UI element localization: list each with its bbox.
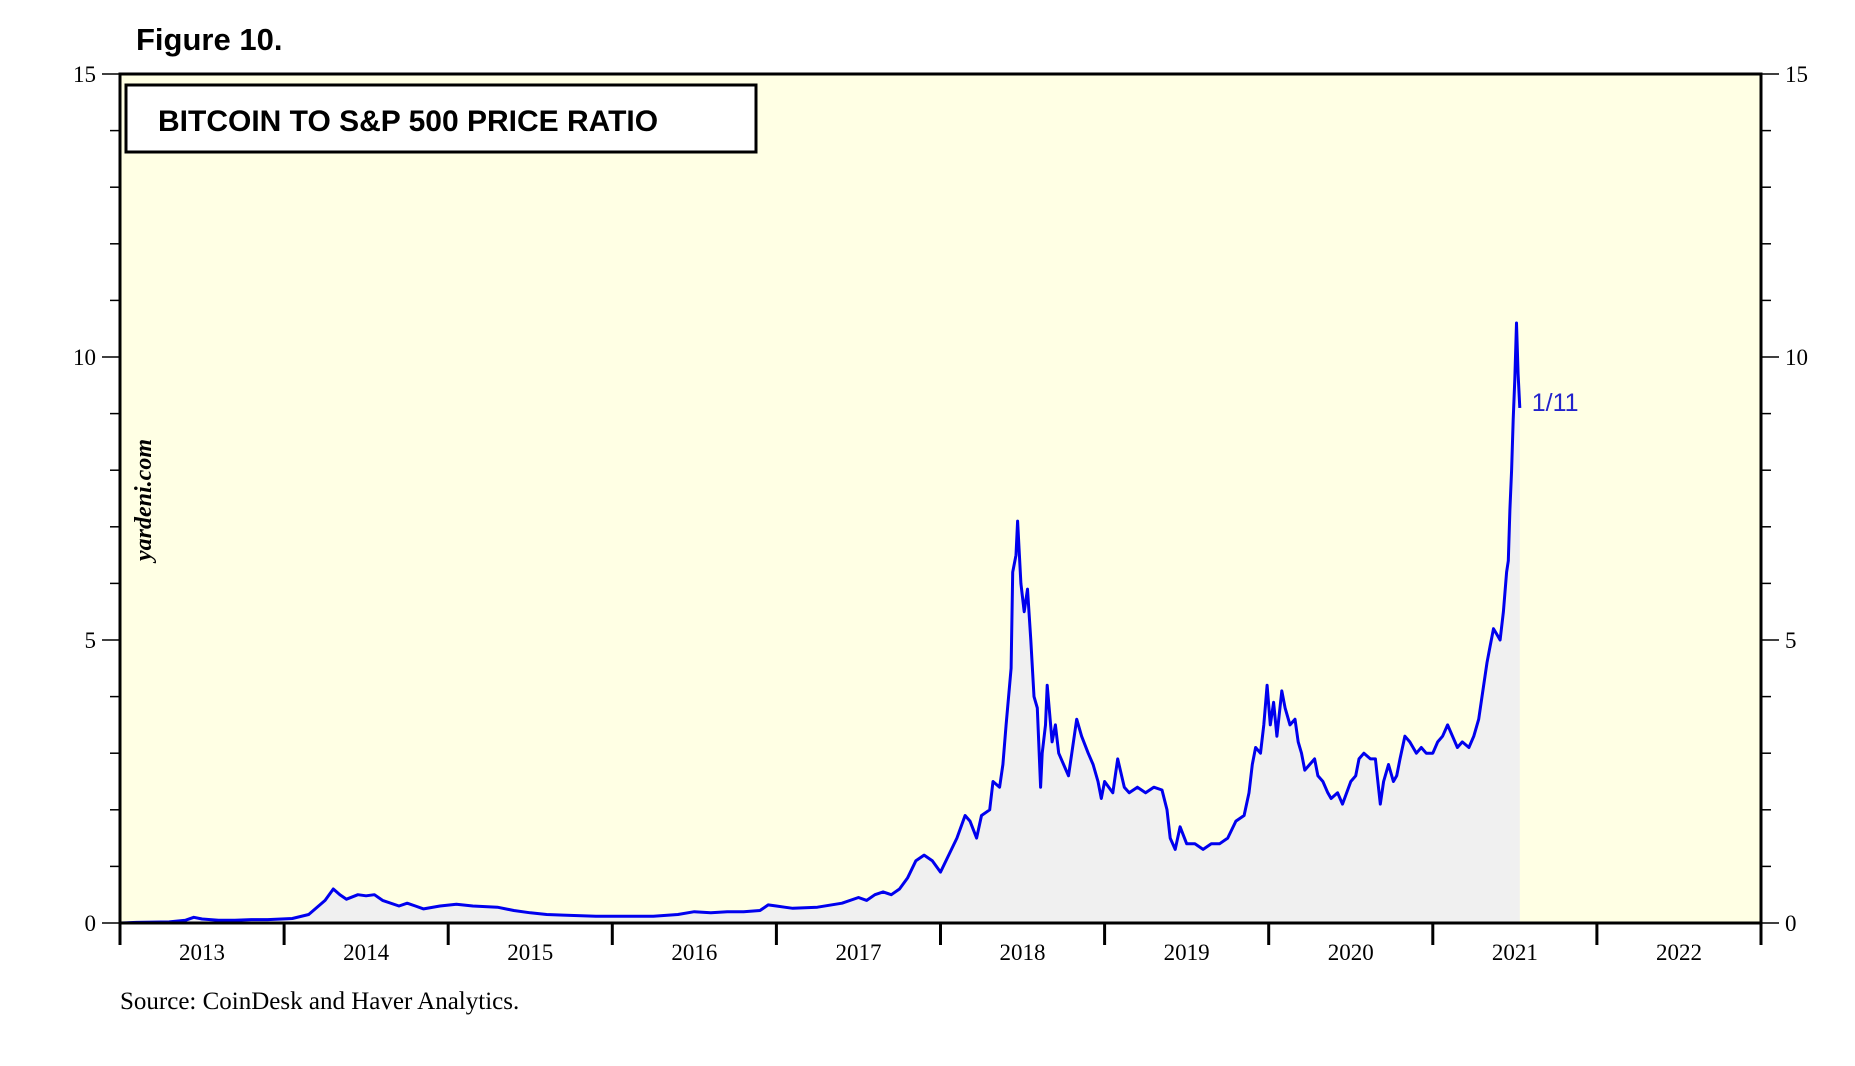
y-tick-label-right: 0 [1785, 911, 1797, 936]
annotation-date: 1/11 [1532, 389, 1579, 417]
title-box-frame [124, 83, 758, 154]
source-note: Source: CoinDesk and Haver Analytics. [120, 988, 520, 1015]
title-box: BITCOIN TO S&P 500 PRICE RATIO [124, 83, 758, 154]
chart-title: BITCOIN TO S&P 500 PRICE RATIO [158, 105, 658, 138]
y-tick-label-left: 15 [73, 62, 96, 87]
x-tick-label: 2016 [671, 940, 717, 965]
x-tick-label: 2017 [835, 940, 881, 965]
ratio-series-line [119, 321, 1522, 925]
y-tick-label-right: 15 [1785, 62, 1808, 87]
x-tick-label: 2022 [1656, 940, 1702, 965]
x-tick-label: 2013 [179, 940, 225, 965]
x-tick-label: 2021 [1492, 940, 1538, 965]
x-axis: 2013 2014 2015 2016 2017 2018 2019 2020 2021 2022 [118, 923, 1763, 965]
x-tick-label: 2015 [507, 940, 553, 965]
figure-label: Figure 10. [136, 22, 283, 57]
x-tick-label: 2020 [1328, 940, 1374, 965]
area-under-line [120, 323, 1520, 923]
x-tick-label: 2018 [1000, 940, 1046, 965]
y-tick-label-left: 5 [85, 628, 97, 653]
y-tick-label-left: 0 [85, 911, 97, 936]
y-axis-left: 0 5 10 15 [73, 62, 120, 936]
y-axis-right: 0 5 10 15 [1761, 62, 1808, 936]
y-tick-label-left: 10 [73, 345, 96, 370]
watermark: yardeni.com [131, 439, 157, 564]
x-tick-label: 2014 [343, 940, 390, 965]
y-tick-label-right: 10 [1785, 345, 1808, 370]
x-tick-label: 2019 [1164, 940, 1210, 965]
y-tick-label-right: 5 [1785, 628, 1797, 653]
